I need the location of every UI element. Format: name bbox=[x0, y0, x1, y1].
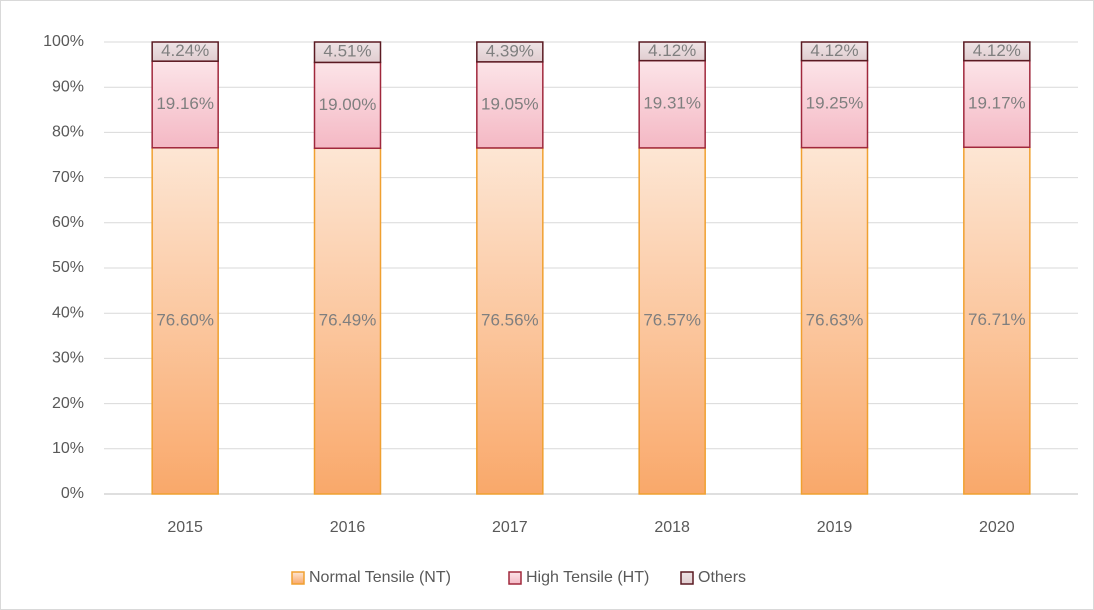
y-tick-label: 50% bbox=[52, 259, 84, 276]
x-tick-label: 2017 bbox=[492, 519, 528, 536]
value-label: 76.49% bbox=[319, 311, 377, 330]
x-tick-label: 2015 bbox=[167, 519, 203, 536]
y-tick-label: 30% bbox=[52, 350, 84, 367]
value-label: 19.00% bbox=[319, 95, 377, 114]
value-label: 4.51% bbox=[323, 42, 371, 61]
x-tick-label: 2019 bbox=[817, 519, 853, 536]
bar-segment bbox=[638, 59, 706, 149]
bar-segment bbox=[800, 41, 869, 62]
value-label: 4.12% bbox=[648, 41, 696, 60]
value-label: 76.71% bbox=[968, 310, 1026, 329]
bar-segment bbox=[963, 41, 1031, 62]
value-label: 19.25% bbox=[806, 94, 864, 113]
x-tick-label: 2016 bbox=[330, 519, 366, 536]
value-label: 19.05% bbox=[481, 94, 539, 113]
bar-segment bbox=[476, 41, 544, 63]
y-tick-label: 90% bbox=[52, 78, 84, 95]
value-label: 76.56% bbox=[481, 310, 539, 329]
value-label: 4.39% bbox=[486, 41, 534, 60]
legend-label: High Tensile (HT) bbox=[526, 569, 649, 586]
value-label: 19.16% bbox=[156, 94, 214, 113]
value-label: 4.12% bbox=[810, 41, 858, 60]
value-label: 4.24% bbox=[161, 41, 209, 60]
legend-label: Normal Tensile (NT) bbox=[309, 569, 451, 586]
value-label: 76.60% bbox=[156, 310, 214, 329]
bar-segment bbox=[476, 147, 544, 495]
y-tick-label: 70% bbox=[52, 169, 84, 186]
bar-segment bbox=[638, 147, 706, 495]
legend-swatch bbox=[680, 571, 694, 585]
y-tick-label: 80% bbox=[52, 124, 84, 141]
legend-swatch bbox=[508, 571, 522, 585]
y-tick-label: 0% bbox=[61, 485, 84, 502]
bar-segment bbox=[800, 146, 869, 495]
bar-segment bbox=[151, 41, 219, 62]
x-tick-label: 2018 bbox=[654, 519, 690, 536]
value-label: 19.31% bbox=[643, 94, 701, 113]
bar-segment bbox=[313, 41, 382, 64]
bar-segment bbox=[963, 59, 1031, 149]
legend-swatch bbox=[291, 571, 305, 585]
bar-segment bbox=[963, 146, 1031, 495]
legend-label: Others bbox=[698, 569, 746, 586]
bar-segment bbox=[313, 61, 382, 150]
value-label: 4.12% bbox=[973, 41, 1021, 60]
bar-segment bbox=[151, 147, 219, 495]
y-tick-label: 10% bbox=[52, 440, 84, 457]
value-label: 76.63% bbox=[806, 310, 864, 329]
y-tick-label: 100% bbox=[43, 33, 84, 50]
value-label: 76.57% bbox=[643, 310, 701, 329]
y-tick-label: 60% bbox=[52, 214, 84, 231]
x-tick-label: 2020 bbox=[979, 519, 1015, 536]
value-label: 19.17% bbox=[968, 93, 1026, 112]
y-tick-label: 20% bbox=[52, 395, 84, 412]
bar-segment bbox=[638, 41, 706, 62]
bar-segment bbox=[151, 60, 219, 149]
bar-segment bbox=[313, 147, 382, 495]
y-tick-label: 40% bbox=[52, 304, 84, 321]
